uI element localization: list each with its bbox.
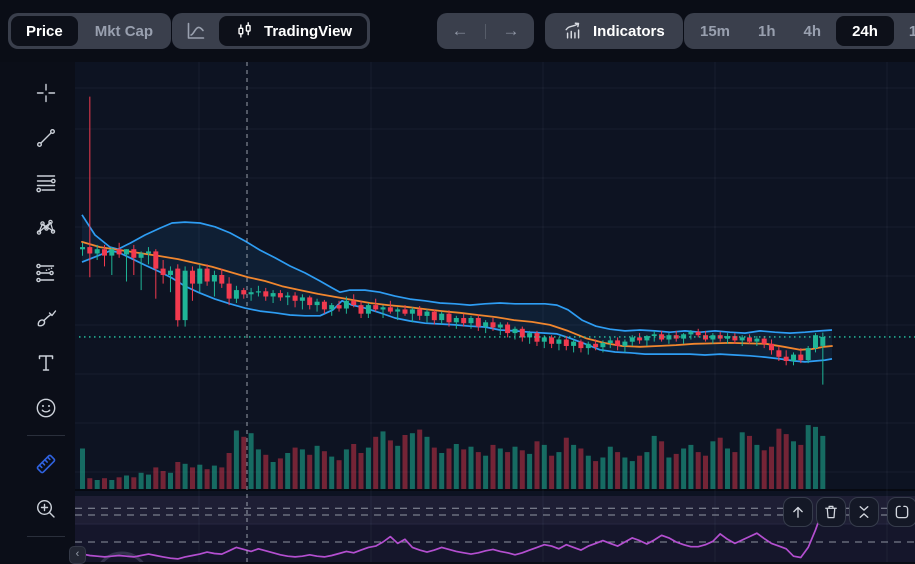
brush-tool[interactable]: [0, 295, 75, 340]
watermark-circle: [100, 551, 144, 562]
timeframe-selector: 15m 1h 4h 24h 1W: [684, 13, 915, 49]
horizontal-lines-tool[interactable]: [0, 160, 75, 205]
moving-average-line: [81, 240, 833, 351]
history-nav: ← →: [437, 13, 534, 49]
candlestick-icon: [238, 22, 251, 38]
xabcd-pattern-tool[interactable]: [0, 205, 75, 250]
ruler-tool-active[interactable]: [0, 441, 75, 486]
timeframe-1w[interactable]: 1W: [908, 22, 915, 40]
text-tool[interactable]: [0, 340, 75, 385]
zoom-in-tool[interactable]: [0, 486, 75, 531]
price-tab[interactable]: Price: [11, 16, 78, 46]
line-chart-style-button[interactable]: [175, 16, 217, 46]
move-pane-up-button[interactable]: [783, 497, 813, 527]
line-chart-icon: [187, 22, 205, 39]
trash-icon: [825, 505, 837, 519]
indicator-pane-background: [75, 489, 915, 562]
crosshair-icon: [36, 83, 55, 102]
nav-divider: [485, 23, 486, 39]
mktcap-tab-label: Mkt Cap: [94, 22, 154, 40]
forward-arrow-button[interactable]: →: [502, 21, 520, 40]
indicators-group: Indicators: [545, 13, 683, 49]
timeframe-1h[interactable]: 1h: [758, 22, 776, 40]
emoji-tool[interactable]: [0, 385, 75, 430]
zoom-in-icon: [36, 499, 55, 518]
price-mktcap-toggle: Price Mkt Cap: [8, 13, 172, 49]
oscillator-layer: [75, 507, 915, 560]
mktcap-tab[interactable]: Mkt Cap: [80, 16, 168, 46]
trend-line-icon: [36, 128, 55, 147]
xabcd-pattern-icon: [36, 219, 55, 235]
reset-icon: [895, 505, 909, 519]
drawing-tools-sidebar: [0, 62, 75, 562]
crosshair-tool[interactable]: [0, 70, 75, 115]
price-tab-label: Price: [26, 22, 63, 40]
text-icon: [38, 354, 53, 371]
trend-line-tool[interactable]: [0, 115, 75, 160]
projection-tool[interactable]: [0, 250, 75, 295]
tradingview-label: TradingView: [264, 22, 353, 40]
volume-bars-layer: [80, 425, 826, 489]
candles-layer: [80, 96, 826, 385]
price-chart-canvas[interactable]: [75, 62, 915, 562]
back-arrow-button[interactable]: ←: [451, 21, 469, 40]
timeframe-4h[interactable]: 4h: [803, 22, 822, 40]
top-toolbar: Price Mkt Cap TradingView ← →: [0, 0, 915, 62]
indicators-button[interactable]: Indicators: [548, 16, 680, 46]
tradingview-style-button[interactable]: TradingView: [219, 16, 368, 46]
arrow-up-icon: [793, 506, 803, 518]
sidebar-divider: [27, 435, 65, 436]
projection-icon: [35, 263, 54, 282]
brush-icon: [37, 309, 56, 326]
indicators-label: Indicators: [593, 22, 665, 40]
timeframe-24h[interactable]: 24h: [836, 16, 894, 46]
collapse-pane-button[interactable]: [849, 497, 879, 527]
ruler-icon: [36, 454, 55, 473]
collapse-icon: [859, 506, 869, 518]
horizontal-lines-icon: [35, 174, 56, 192]
timeframe-15m[interactable]: 15m: [700, 22, 731, 40]
sidebar-collapse-button[interactable]: ‹: [69, 546, 86, 564]
chart-area: [75, 62, 915, 562]
sidebar-divider-bottom: [27, 536, 65, 537]
reset-pane-button[interactable]: [887, 497, 915, 527]
emoji-icon: [36, 398, 55, 417]
chart-style-toggle: TradingView: [172, 13, 371, 49]
delete-indicator-button[interactable]: [816, 497, 846, 527]
bollinger-band-layer: [81, 214, 833, 363]
indicators-icon: [565, 22, 580, 39]
